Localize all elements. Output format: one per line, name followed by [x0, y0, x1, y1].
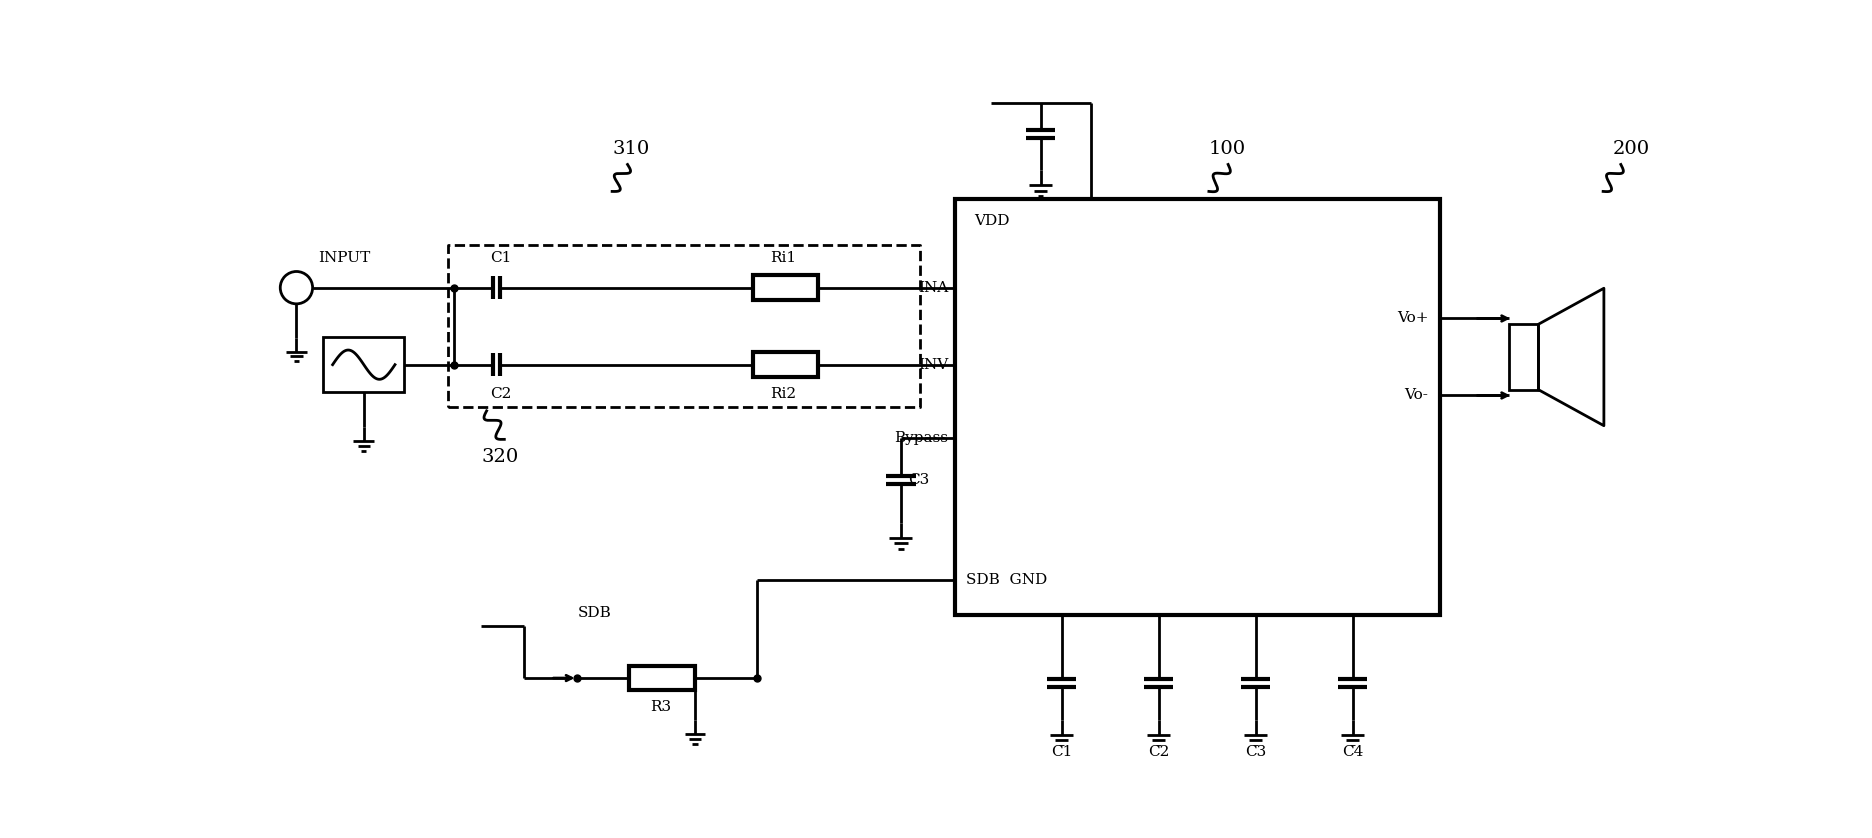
Text: INPUT: INPUT	[318, 251, 371, 266]
Text: INA: INA	[919, 281, 949, 295]
Bar	[955, 199, 1440, 615]
Text: R3: R3	[651, 701, 672, 714]
Text: 100: 100	[1209, 140, 1247, 158]
Text: Bypass: Bypass	[895, 431, 949, 445]
Text: C3: C3	[1245, 745, 1265, 759]
Text: 200: 200	[1614, 140, 1651, 158]
Text: Ri1: Ri1	[769, 251, 796, 266]
Bar	[753, 352, 818, 377]
Bar	[324, 337, 404, 392]
Text: VDD: VDD	[973, 214, 1009, 228]
Text: C2: C2	[1148, 745, 1170, 759]
Text: Ri2: Ri2	[769, 387, 796, 401]
Text: C3: C3	[908, 473, 930, 487]
Text: Vo+: Vo+	[1397, 312, 1428, 325]
Text: Vo-: Vo-	[1404, 389, 1428, 402]
Text: 310: 310	[612, 140, 650, 158]
Bar	[753, 276, 818, 300]
Text: C2: C2	[490, 387, 511, 401]
Text: 320: 320	[481, 448, 519, 466]
Text: INV: INV	[919, 358, 949, 372]
Text: C1: C1	[490, 251, 511, 266]
Bar	[629, 665, 695, 691]
Text: SDB  GND: SDB GND	[966, 573, 1048, 587]
Bar	[1509, 324, 1539, 390]
Text: C4: C4	[1342, 745, 1363, 759]
Text: SDB: SDB	[577, 606, 612, 619]
Text: C1: C1	[1050, 745, 1073, 759]
